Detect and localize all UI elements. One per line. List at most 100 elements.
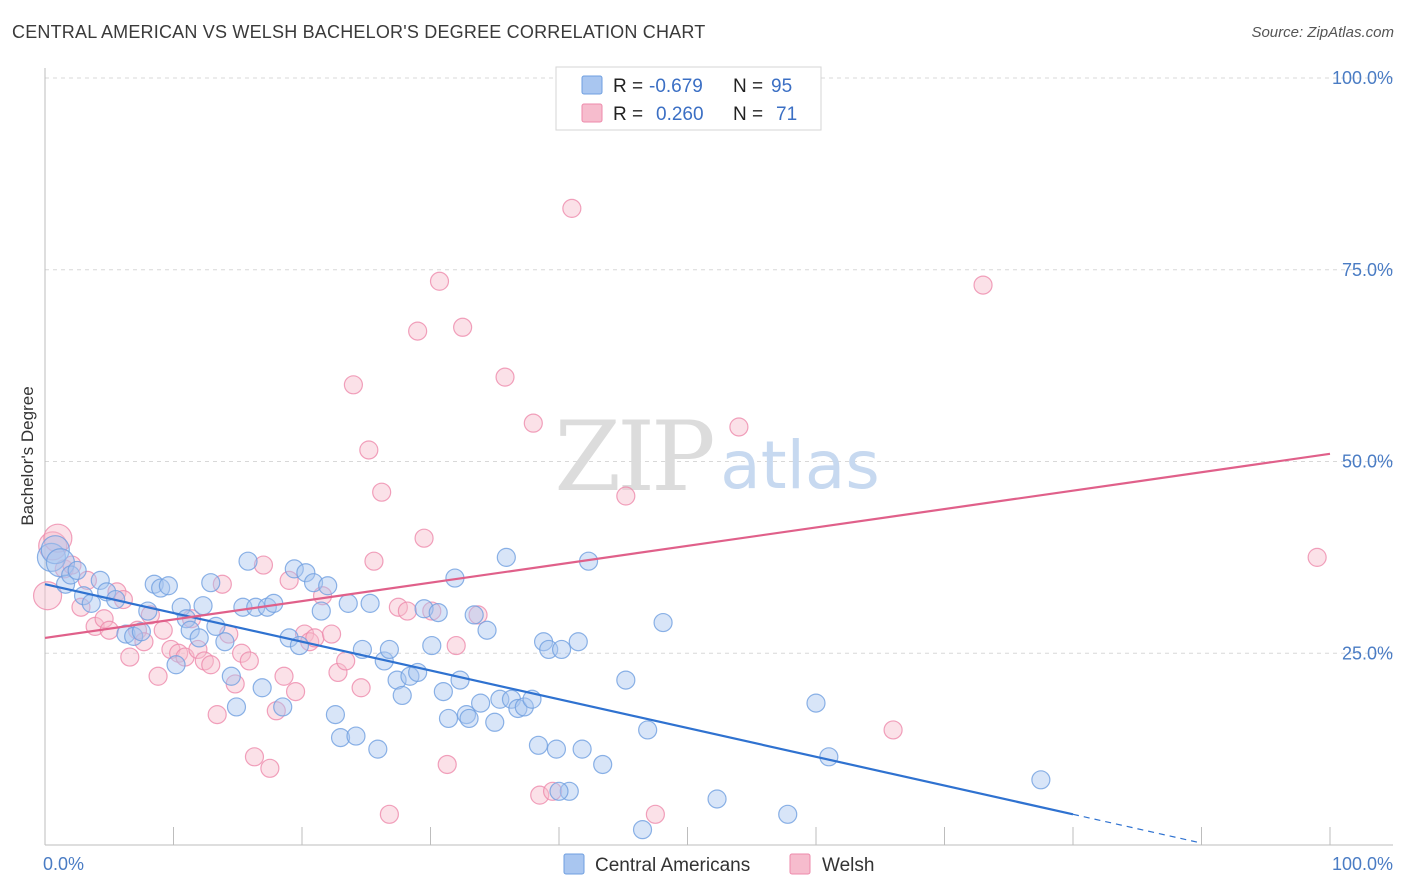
central-americans-point-52 (387, 670, 407, 690)
y-tick-label-50: 50.0% (1342, 452, 1393, 472)
welsh-point-68 (729, 417, 749, 437)
welsh-point-45 (343, 375, 363, 395)
welsh-point-12 (120, 647, 140, 667)
central-americans-point-88 (707, 789, 727, 809)
central-americans-point-91 (819, 747, 839, 767)
central-americans-point-45 (338, 593, 358, 613)
central-americans-point-46 (346, 726, 366, 746)
central-americans-point-40 (303, 573, 324, 593)
central-americans-point-43 (325, 705, 346, 725)
central-americans-point-93 (549, 781, 569, 801)
central-americans-point-67 (485, 712, 505, 732)
central-americans-point-39 (296, 563, 316, 583)
welsh-point-67 (645, 804, 665, 824)
central-americans-point-16 (151, 578, 171, 598)
central-americans-point-27 (221, 666, 241, 686)
welsh-point-42 (321, 624, 342, 644)
series-legend: Central Americans Welsh (563, 853, 874, 876)
central-americans-point-0 (36, 542, 67, 572)
trend-lines (44, 452, 1331, 844)
central-americans-point-84 (616, 670, 636, 690)
bottom-legend-label-central-americans: Central Americans (595, 855, 750, 876)
welsh-point-54 (414, 528, 434, 548)
legend-r-label-2: R = (613, 104, 643, 125)
chart-title: CENTRAL AMERICAN VS WELSH BACHELOR'S DEG… (12, 22, 706, 42)
central-americans-point-19 (171, 597, 191, 617)
welsh-point-46 (351, 678, 371, 698)
welsh-point-59 (453, 317, 473, 337)
welsh-point-49 (372, 482, 392, 502)
welsh-point-70 (973, 275, 993, 295)
correlation-legend: R = -0.679 N = 95 R = 0.260 N = 71 (555, 66, 822, 131)
welsh-point-57 (437, 754, 457, 775)
central-americans-point-71 (508, 698, 528, 719)
welsh-trend-line (44, 452, 1331, 639)
central-americans-point-18 (166, 655, 186, 675)
x-tick-label-0: 0.0% (43, 854, 84, 874)
central-americans-point-68 (490, 689, 510, 709)
tick-labels: 25.0% 50.0% 75.0% 100.0% 0.0% 100.0% (43, 68, 1393, 874)
welsh-point-24 (201, 655, 221, 675)
central-americans-trend-line (44, 583, 1074, 816)
central-americans-point-74 (528, 735, 549, 755)
welsh-point-47 (359, 440, 379, 460)
central-americans-point-22 (189, 628, 209, 648)
central-americans-point-44 (330, 728, 351, 748)
watermark-atlas: atlas (720, 427, 880, 504)
central-americans-point-24 (201, 573, 221, 593)
central-americans-point-5 (67, 560, 87, 581)
central-americans-point-28 (226, 697, 247, 717)
central-americans-point-56 (414, 599, 434, 619)
welsh-point-55 (422, 601, 442, 621)
welsh-point-50 (379, 804, 399, 824)
welsh-point-36 (279, 570, 299, 590)
welsh-point-5 (71, 597, 91, 617)
welsh-point-30 (239, 651, 259, 671)
welsh-point-2 (43, 523, 73, 553)
welsh-point-32 (253, 555, 274, 575)
y-tick-label-100: 100.0% (1332, 68, 1393, 88)
central-americans-point-23 (193, 596, 213, 616)
bottom-legend-label-welsh: Welsh (822, 855, 874, 876)
central-americans-point-78 (551, 639, 572, 660)
welsh-point-31 (244, 747, 265, 767)
welsh-point-0 (32, 581, 63, 611)
legend-n-value-1: 95 (771, 76, 792, 97)
welsh-point-53 (408, 321, 428, 341)
central-americans-point-92 (1031, 770, 1051, 790)
watermark: ZIP atlas (554, 401, 879, 513)
central-americans-points (36, 535, 1051, 840)
welsh-point-35 (274, 666, 294, 686)
central-americans-point-69 (496, 547, 516, 567)
central-americans-point-11 (116, 624, 136, 644)
central-americans-point-83 (593, 754, 613, 775)
central-americans-point-72 (514, 697, 534, 717)
welsh-point-43 (328, 662, 348, 683)
welsh-point-61 (495, 367, 515, 387)
legend-swatch-blue (581, 75, 603, 95)
legend-r-label-1: R = (613, 76, 643, 97)
central-americans-point-8 (90, 570, 110, 590)
central-americans-point-51 (379, 639, 399, 660)
central-americans-point-58 (428, 602, 448, 623)
welsh-point-44 (336, 651, 356, 671)
central-americans-point-77 (546, 739, 567, 759)
central-americans-trend-extension (1072, 813, 1202, 844)
welsh-point-25 (207, 705, 227, 725)
central-americans-point-81 (572, 739, 592, 759)
central-americans-point-79 (559, 781, 579, 801)
welsh-point-62 (523, 413, 543, 433)
welsh-point-16 (148, 666, 168, 686)
central-americans-point-62 (450, 670, 470, 690)
welsh-point-66 (616, 486, 636, 506)
central-americans-point-48 (360, 593, 380, 613)
welsh-point-56 (429, 271, 450, 291)
central-americans-point-35 (273, 697, 293, 717)
central-americans-point-13 (131, 622, 151, 642)
central-americans-point-59 (433, 681, 453, 702)
welsh-point-69 (883, 720, 903, 740)
welsh-point-17 (153, 620, 173, 640)
axes (44, 68, 1393, 846)
legend-n-label-2: N = (733, 104, 763, 125)
